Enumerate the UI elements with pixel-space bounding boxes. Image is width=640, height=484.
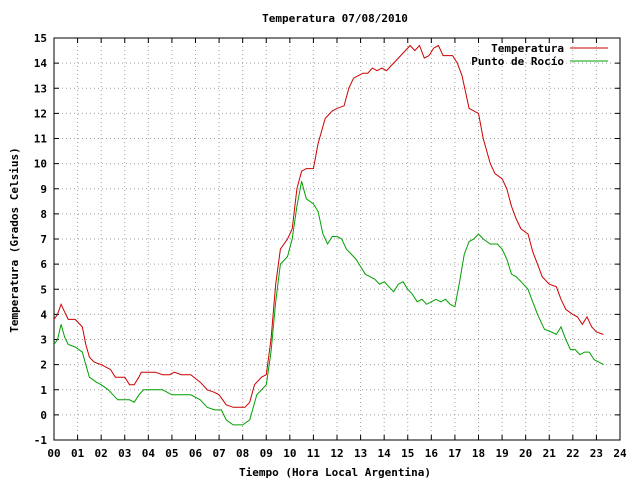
legend-label-temperatura: Temperatura	[491, 42, 564, 55]
series-line-temperatura	[53, 44, 604, 408]
grid-layer	[54, 38, 620, 440]
y-tick-label: 6	[40, 258, 47, 271]
x-tick-label: 11	[307, 447, 321, 460]
y-tick-label: 3	[40, 334, 47, 347]
x-tick-label: 05	[165, 447, 178, 460]
y-axis-label: Temperatura (Grados Celsius)	[8, 147, 21, 332]
x-tick-label: 09	[260, 447, 273, 460]
y-tick-label: 2	[40, 359, 47, 372]
y-tick-label: 5	[40, 283, 47, 296]
y-tick-label: 9	[40, 183, 47, 196]
x-tick-label: 14	[378, 447, 392, 460]
x-tick-label: 13	[354, 447, 367, 460]
x-tick-label: 18	[472, 447, 485, 460]
series-line-punto-de-rocio	[53, 181, 604, 426]
x-tick-label: 10	[283, 447, 296, 460]
x-tick-label: 15	[401, 447, 414, 460]
x-tick-label: 23	[590, 447, 603, 460]
x-tick-label: 17	[448, 447, 461, 460]
y-tick-label: 0	[40, 409, 47, 422]
y-tick-label: 7	[40, 233, 47, 246]
legend: Temperatura Punto de Rocío	[471, 42, 608, 68]
x-tick-label: 01	[71, 447, 85, 460]
y-tick-label: 14	[34, 57, 48, 70]
x-tick-label: 20	[519, 447, 532, 460]
x-axis-label: Tiempo (Hora Local Argentina)	[239, 466, 431, 479]
y-tick-label: 8	[40, 208, 47, 221]
y-tick-label: 10	[34, 158, 47, 171]
x-tick-label: 22	[566, 447, 579, 460]
x-tick-label: 00	[47, 447, 60, 460]
x-tick-label: 08	[236, 447, 249, 460]
x-tick-label: 12	[330, 447, 343, 460]
y-tick-label: -1	[34, 434, 48, 447]
x-tick-label: 21	[543, 447, 557, 460]
x-tick-label: 06	[189, 447, 203, 460]
x-tick-label: 02	[95, 447, 108, 460]
y-tick-label: 12	[34, 107, 47, 120]
series-layer	[53, 44, 604, 426]
y-tick-label: 4	[40, 308, 47, 321]
x-tick-label: 19	[495, 447, 508, 460]
x-tick-label: 04	[142, 447, 156, 460]
y-tick-label: 1	[40, 384, 47, 397]
chart-title: Temperatura 07/08/2010	[262, 12, 408, 25]
x-tick-label: 16	[425, 447, 439, 460]
legend-label-punto-de-rocio: Punto de Rocío	[471, 55, 564, 68]
x-tick-label: 03	[118, 447, 131, 460]
ticks-layer: 00 01 02 03 04 05 06 07 08 09 10 11 12 13 14 15 16 17 18 19…	[34, 32, 627, 460]
x-tick-label: 24	[613, 447, 627, 460]
y-tick-label: 13	[34, 82, 47, 95]
y-tick-label: 15	[34, 32, 47, 45]
y-tick-label: 11	[34, 133, 48, 146]
x-tick-label: 07	[212, 447, 225, 460]
